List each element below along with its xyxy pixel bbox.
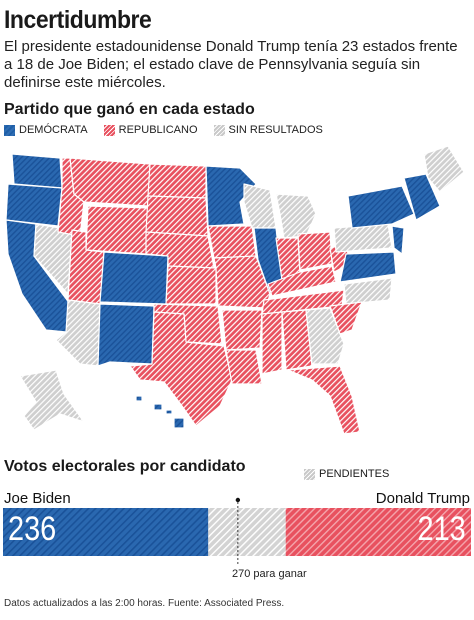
- biden-name: Joe Biden: [4, 490, 71, 507]
- us-electoral-map: [5, 145, 465, 435]
- state-louisiana: [225, 349, 263, 385]
- map-heading: Partido que ganó en cada estado: [4, 101, 255, 118]
- legend-label-none: SIN RESULTADOS: [228, 124, 323, 136]
- state-hawaii-4: [173, 417, 185, 429]
- legend-swatch-none: [213, 124, 225, 136]
- state-oregon: [5, 183, 63, 227]
- state-south-carolina: [329, 301, 363, 335]
- legend-item-none: SIN RESULTADOS: [213, 124, 323, 136]
- state-south-dakota: [145, 195, 209, 237]
- state-hawaii-2: [153, 403, 163, 411]
- state-virginia: [339, 251, 397, 283]
- state-wyoming: [85, 205, 149, 255]
- bar-segment-biden: [3, 508, 209, 556]
- state-new-jersey: [391, 225, 405, 255]
- state-iowa: [207, 225, 257, 259]
- threshold-dot: [235, 497, 241, 503]
- legend-item-dem: DEMÓCRATA: [4, 124, 88, 136]
- legend-item-rep: REPUBLICANO: [103, 124, 198, 136]
- state-wisconsin: [243, 183, 277, 229]
- bar-segment-trump: [285, 508, 471, 556]
- state-washington: [11, 153, 63, 189]
- state-texas: [129, 311, 233, 427]
- legend-label-dem: DEMÓCRATA: [19, 124, 88, 136]
- state-hawaii-1: [135, 395, 143, 402]
- state-michigan: [275, 193, 317, 239]
- pending-legend: PENDIENTES: [304, 468, 389, 480]
- pending-swatch: [304, 468, 315, 480]
- state-new-york: [347, 185, 415, 229]
- electoral-votes-bar: [3, 508, 471, 556]
- state-arkansas: [221, 309, 263, 351]
- trump-votes: 213: [417, 510, 466, 548]
- state-new-mexico: [97, 303, 155, 367]
- trump-name: Donald Trump: [375, 490, 470, 507]
- state-pennsylvania: [333, 223, 393, 253]
- state-georgia: [305, 307, 345, 365]
- state-alaska: [19, 369, 85, 431]
- state-maine: [423, 145, 465, 193]
- map-legend: DEMÓCRATA REPUBLICANO SIN RESULTADOS: [4, 124, 323, 136]
- state-north-dakota: [147, 163, 207, 199]
- state-alabama: [281, 309, 313, 371]
- state-colorado: [99, 251, 169, 305]
- pending-label: PENDIENTES: [319, 468, 390, 480]
- legend-label-rep: REPUBLICANO: [118, 124, 198, 136]
- threshold-marker: [235, 497, 241, 564]
- legend-swatch-rep: [103, 124, 115, 136]
- threshold-label: 270 para ganar: [232, 568, 307, 580]
- state-montana: [69, 157, 151, 207]
- state-kentucky: [267, 265, 337, 297]
- page-title: Incertidumbre: [4, 6, 152, 34]
- source-footer: Datos actualizados a las 2:00 horas. Fue…: [4, 598, 285, 609]
- state-mississippi: [261, 311, 283, 375]
- state-kansas: [165, 265, 217, 305]
- state-ohio: [297, 231, 333, 271]
- state-florida: [287, 365, 361, 435]
- state-north-carolina: [343, 277, 393, 305]
- state-hawaii-3: [165, 409, 173, 415]
- biden-votes: 236: [8, 510, 57, 548]
- page-subtitle: El presidente estadounidense Donald Trum…: [4, 38, 458, 91]
- votes-heading: Votos electorales por candidato: [4, 458, 246, 475]
- legend-swatch-dem: [4, 124, 15, 136]
- bar-segment-pending: [208, 508, 286, 556]
- state-new-england: [403, 173, 441, 221]
